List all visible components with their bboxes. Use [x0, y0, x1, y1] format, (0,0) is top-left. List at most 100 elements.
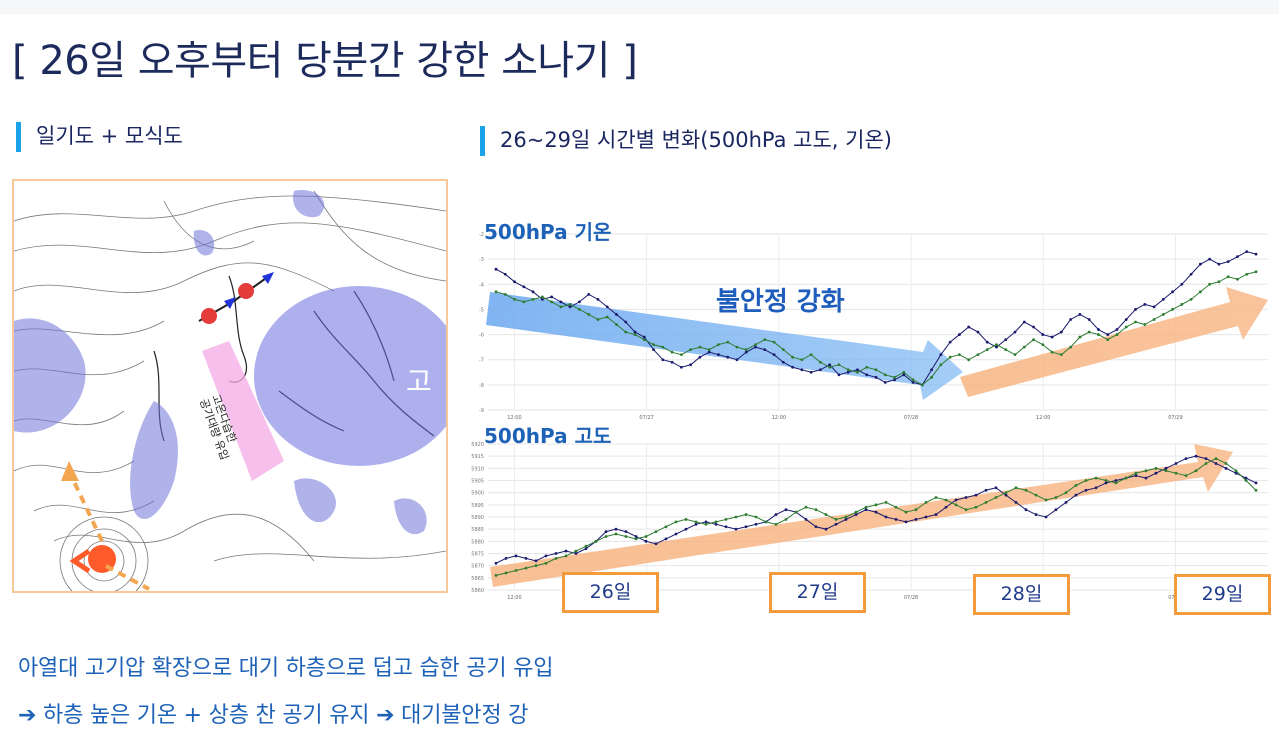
temp-series-0-point	[1124, 318, 1128, 321]
height-series-0-point	[964, 496, 968, 499]
height-series-1-point	[1024, 488, 1028, 492]
height-series-0-point	[504, 556, 508, 560]
height-series-1-point	[674, 520, 678, 524]
height-series-1-point	[664, 525, 668, 529]
temp-series-0-point	[1087, 318, 1091, 321]
temp-series-0-point	[1032, 325, 1035, 329]
height-series-1-point	[754, 515, 758, 519]
arrow-right-icon: ➔	[376, 703, 395, 728]
section-title-chart: 26~29일 시간별 변화(500hPa 고도, 기온)	[480, 124, 892, 156]
temp-series-1-point	[1198, 290, 1202, 294]
height-series-0-point	[1094, 486, 1098, 490]
height-series-1-point	[824, 513, 828, 516]
temp-series-0-point	[494, 267, 498, 271]
height-series-1-point	[614, 532, 618, 536]
height-series-0-point	[494, 561, 498, 565]
temp-series-0-point	[791, 365, 794, 369]
y-tick-label: -4	[479, 282, 484, 288]
temp-series-0-point	[781, 360, 785, 364]
high-pressure-label: 고	[406, 365, 432, 398]
height-series-0-point	[954, 498, 958, 502]
x-tick-label: 07/28	[904, 595, 918, 601]
arrow-right-icon: ➔	[18, 703, 37, 728]
height-series-1-point	[1184, 474, 1188, 478]
height-series-1-point	[1054, 496, 1058, 499]
height-series-1-point	[1224, 462, 1228, 465]
height-series-0-point	[1104, 481, 1108, 485]
temp-series-0-point	[837, 373, 841, 377]
temp-series-1-point	[587, 313, 591, 316]
x-tick-label: 07/29	[1168, 415, 1182, 421]
temp-series-0-point	[1189, 272, 1193, 276]
temp-series-0-point	[531, 290, 535, 294]
temp-series-0-point	[1022, 320, 1026, 324]
temp-series-0-point	[865, 373, 869, 377]
temp-series-1-point	[1143, 323, 1147, 326]
height-series-1-point	[834, 518, 838, 521]
temp-series-1-point	[559, 305, 563, 309]
height-series-1-point	[774, 522, 778, 526]
height-chart-series	[494, 454, 1258, 577]
temp-series-1-point	[1217, 280, 1221, 284]
temp-series-1-point	[1097, 333, 1100, 336]
height-series-0-point	[684, 527, 688, 531]
height-series-0-point	[1024, 508, 1028, 512]
height-series-0-point	[1164, 466, 1168, 470]
height-series-0-point	[564, 549, 568, 553]
height-series-1-point	[934, 496, 938, 499]
temp-series-0-point	[615, 313, 618, 316]
temp-series-1-point	[874, 368, 878, 372]
height-series-0-point	[574, 552, 578, 555]
temp-series-1-point	[503, 292, 507, 296]
temp-series-0-point	[828, 363, 832, 367]
temp-chart-grid: -2 -3 -4 -5 -6 -7 -8 -9 12:00 07/27 12:00 07/28 12:0…	[479, 232, 1268, 421]
temp-series-0-point	[744, 350, 748, 354]
height-series-1-point	[764, 520, 768, 524]
temp-series-0-point	[1217, 262, 1221, 266]
height-series-0-point	[544, 554, 548, 558]
temp-series-0-point	[726, 355, 730, 359]
temp-series-1-point	[1208, 282, 1212, 286]
temp-series-0-point	[893, 378, 896, 382]
temp-series-1-point	[1254, 270, 1258, 274]
temp-series-0-point	[930, 368, 934, 372]
section-title-map: 일기도 + 모식도	[16, 120, 183, 152]
temp-series-0-point	[939, 353, 943, 357]
temp-series-1-point	[642, 338, 646, 341]
temp-series-0-point	[1143, 303, 1147, 306]
page-title: [ 26일 오후부터 당분간 강한 소나기 ]	[12, 38, 638, 84]
height-series-0-point	[1014, 501, 1018, 504]
temp-series-1-point	[1078, 335, 1082, 339]
temp-series-1-point	[791, 355, 794, 359]
temp-series-1-point	[1106, 338, 1110, 341]
height-series-1-point	[554, 556, 558, 560]
height-series-0-point	[734, 527, 738, 531]
temp-series-0-point	[587, 292, 591, 296]
height-series-0-point	[1054, 508, 1058, 512]
x-tick-label: 12:00	[507, 595, 521, 601]
temp-series-1-point	[846, 368, 850, 372]
height-series-1-point	[1134, 471, 1138, 475]
height-series-1-point	[624, 535, 628, 538]
temp-series-0-point	[1041, 333, 1045, 336]
temp-series-1-point	[1245, 272, 1249, 276]
temp-series-0-point	[1226, 260, 1230, 264]
height-series-1-point	[654, 530, 658, 533]
temp-series-1-point	[550, 300, 554, 304]
temp-series-0-point	[948, 340, 952, 344]
temp-series-1-point	[661, 345, 665, 349]
temp-series-1-point	[1041, 343, 1045, 347]
day-label-29: 29일	[1174, 574, 1271, 615]
temp-series-1-point	[1115, 333, 1119, 336]
temp-series-0-point	[958, 333, 961, 336]
temp-series-0-point	[1180, 282, 1184, 286]
temp-series-1-point	[707, 348, 711, 352]
temp-series-0-point	[1161, 297, 1165, 301]
height-series-0-point	[1134, 474, 1138, 478]
height-series-0-point	[864, 508, 868, 512]
temp-series-1-point	[865, 365, 869, 369]
height-series-1-point	[1064, 491, 1068, 495]
temp-series-1-point	[1032, 338, 1035, 341]
temp-series-1-point	[828, 365, 832, 369]
height-series-1-point	[574, 549, 578, 553]
